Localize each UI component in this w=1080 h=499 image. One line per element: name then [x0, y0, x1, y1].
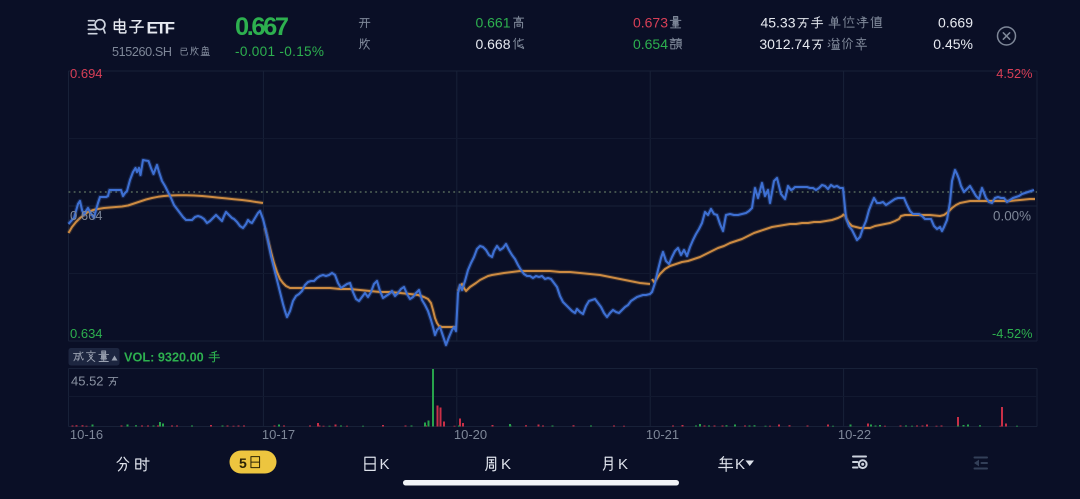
svg-text:0.669: 0.669 — [938, 14, 973, 30]
svg-text:10-17: 10-17 — [262, 427, 295, 442]
svg-text:K: K — [501, 456, 511, 473]
svg-text:0.654: 0.654 — [633, 36, 668, 52]
svg-text:-4.52%: -4.52% — [992, 326, 1033, 341]
svg-text:K: K — [735, 456, 745, 473]
svg-text:0.673: 0.673 — [633, 14, 668, 30]
svg-text:0.694: 0.694 — [70, 66, 103, 81]
svg-text:10-16: 10-16 — [70, 427, 103, 442]
svg-text:3012.74: 3012.74 — [759, 36, 810, 52]
svg-text:0.45%: 0.45% — [933, 36, 973, 52]
svg-text:-0.001 -0.15%: -0.001 -0.15% — [235, 44, 324, 59]
svg-text:4.52%: 4.52% — [996, 66, 1032, 81]
svg-text:0.668: 0.668 — [475, 36, 510, 52]
svg-text:0.667: 0.667 — [235, 13, 289, 41]
svg-text:10-21: 10-21 — [646, 427, 679, 442]
svg-text:10-22: 10-22 — [838, 427, 871, 442]
svg-text:515260.SH: 515260.SH — [112, 45, 172, 59]
svg-text:0.664: 0.664 — [70, 208, 103, 223]
svg-text:0.634: 0.634 — [70, 326, 103, 341]
svg-text:45.52: 45.52 — [71, 374, 104, 389]
svg-text:45.33: 45.33 — [760, 14, 795, 30]
svg-text:VOL: 9320.00: VOL: 9320.00 — [124, 351, 204, 365]
svg-text:ETF: ETF — [147, 19, 176, 38]
svg-text:K: K — [380, 456, 390, 473]
svg-text:0.661: 0.661 — [475, 14, 510, 30]
svg-text:5: 5 — [239, 455, 247, 471]
svg-text:K: K — [618, 456, 628, 473]
svg-text:0.00%: 0.00% — [993, 209, 1031, 224]
svg-text:10-20: 10-20 — [454, 427, 487, 442]
